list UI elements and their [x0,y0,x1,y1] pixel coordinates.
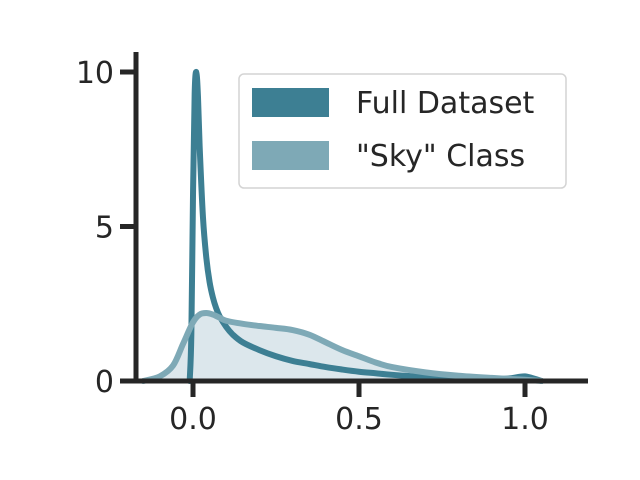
y-tick-label-2: 10 [76,56,114,91]
y-tick-label-1: 5 [95,211,114,246]
x-tick-label-2: 1.0 [501,402,549,437]
x-tick-label-1: 0.5 [335,402,383,437]
legend-label-0: Full Dataset [356,86,535,121]
series-1-line [140,310,545,384]
y-tick-label-0: 0 [95,365,114,400]
series-1-area [143,313,542,381]
legend-swatch-1 [252,141,329,170]
area-fills [143,313,542,381]
x-tick-label-0: 0.0 [169,402,217,437]
legend-label-1: "Sky" Class [356,139,525,174]
legend-swatch-0 [252,88,329,117]
axes: 0 5 10 0.0 0.5 1.0 [76,52,588,437]
legend: Full Dataset "Sky" Class [238,73,567,189]
